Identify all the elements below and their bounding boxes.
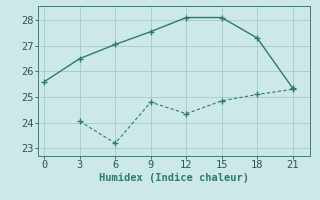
X-axis label: Humidex (Indice chaleur): Humidex (Indice chaleur) — [100, 173, 249, 183]
